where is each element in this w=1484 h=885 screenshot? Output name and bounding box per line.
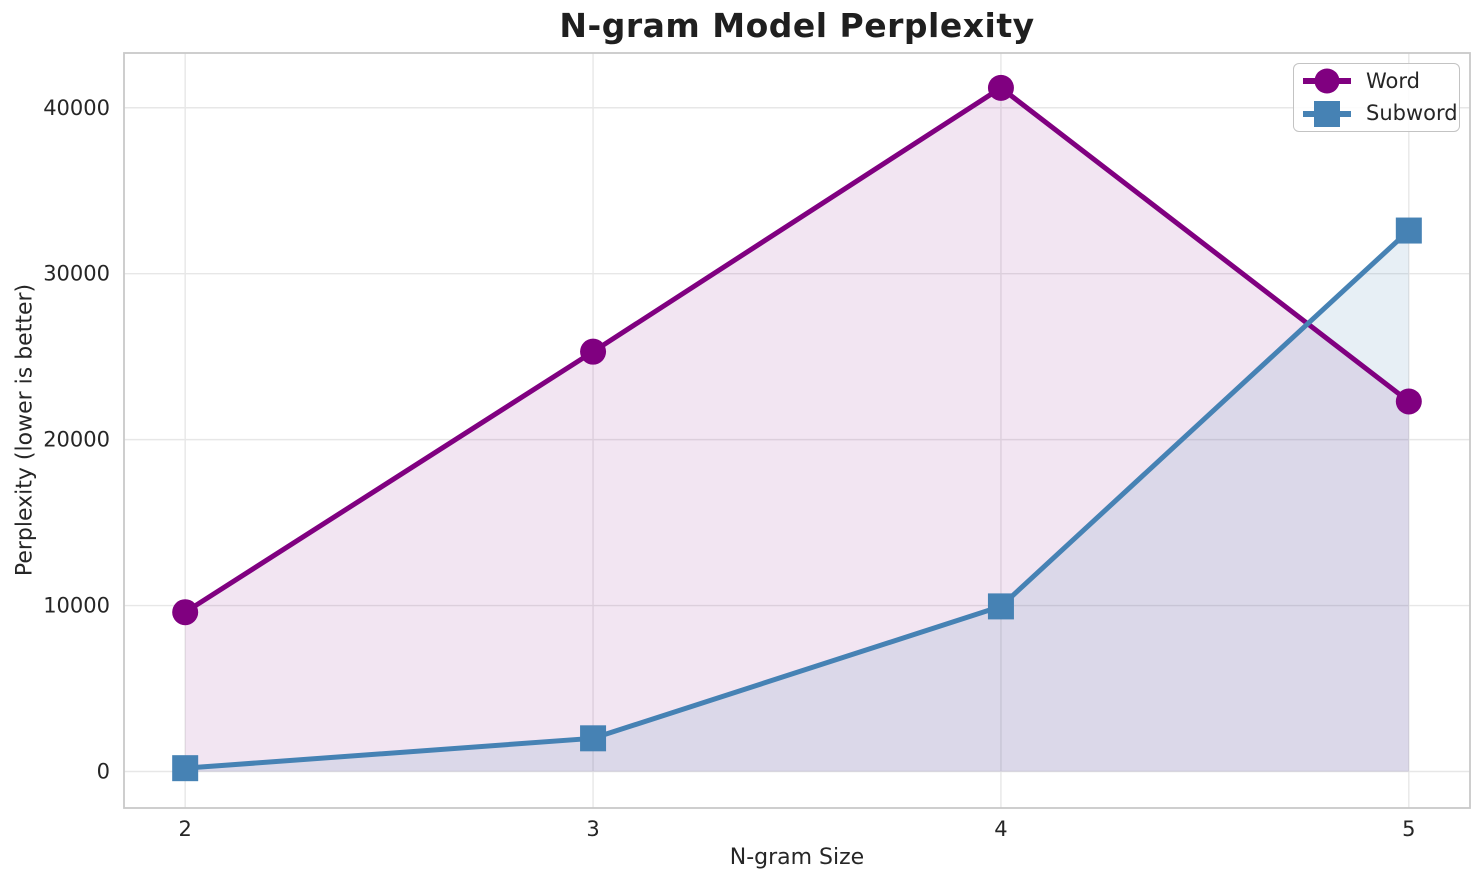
subword-marker (1395, 217, 1422, 244)
y-tick-label: 30000 (43, 262, 110, 286)
legend-item-subword: Subword (1300, 99, 1458, 130)
y-tick-label: 20000 (43, 428, 110, 452)
y-tick-label: 40000 (43, 96, 110, 120)
chart-title: N-gram Model Perplexity (559, 6, 1035, 45)
subword-marker-icon (1303, 100, 1351, 127)
legend-item-word: Word (1300, 66, 1453, 97)
x-tick-label: 3 (586, 817, 599, 841)
legend-label-word: Word (1366, 68, 1420, 93)
y-tick-label: 0 (97, 759, 110, 783)
word-marker (172, 599, 199, 626)
x-tick-label: 4 (994, 817, 1007, 841)
subword-marker (172, 755, 199, 782)
subword-marker (987, 593, 1014, 620)
y-tick-label: 10000 (43, 594, 110, 618)
y-axis-label: Perplexity (lower is better) (12, 283, 38, 577)
legend: Word Subword (1293, 63, 1460, 132)
subword-marker (580, 725, 607, 752)
word-marker (987, 74, 1014, 101)
x-axis-label: N-gram Size (729, 845, 865, 870)
legend-label-subword: Subword (1366, 101, 1458, 126)
x-tick-label: 5 (1402, 817, 1415, 841)
word-area (185, 87, 1409, 772)
plot-frame (123, 52, 1471, 809)
word-marker (580, 338, 607, 365)
subword-area (185, 230, 1409, 772)
subword-line (182, 228, 1412, 771)
word-marker (1395, 388, 1422, 415)
x-tick-label: 2 (178, 817, 191, 841)
word-marker-icon (1303, 68, 1351, 94)
word-line (182, 85, 1412, 615)
